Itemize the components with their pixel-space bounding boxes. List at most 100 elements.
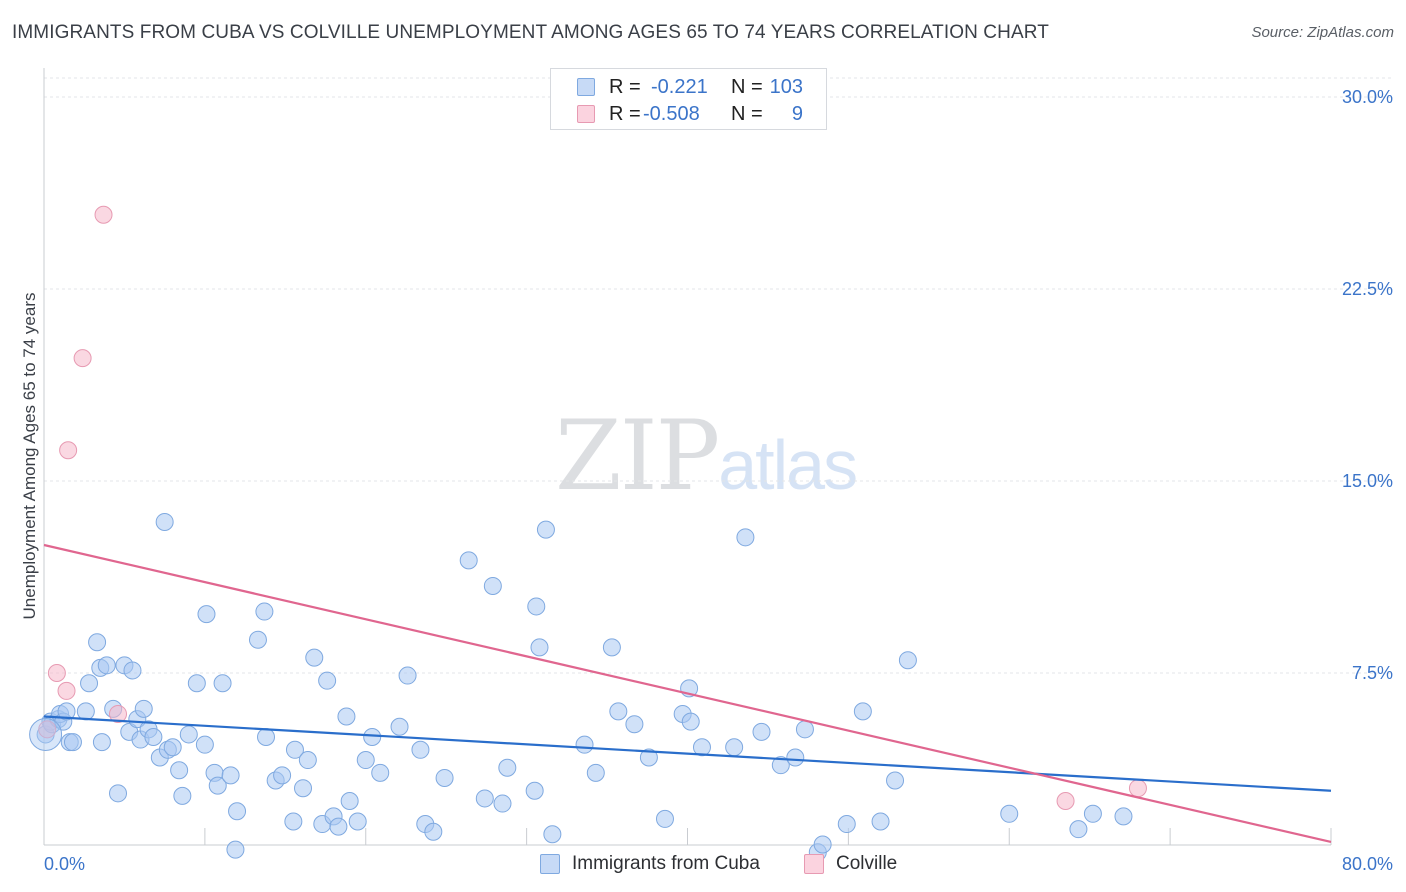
cuba-point	[528, 598, 545, 615]
y-tick-label: 22.5%	[1342, 279, 1393, 299]
x-tick-label: 0.0%	[44, 854, 85, 874]
cuba-point	[526, 782, 543, 799]
scatter-chart: 7.5% 15.0% 22.5% 30.0% 0.0% 80.0%	[0, 0, 1406, 892]
series-label-colville: Colville	[836, 853, 897, 875]
x-tick-label: 80.0%	[1342, 854, 1393, 874]
cuba-point	[737, 529, 754, 546]
cuba-point	[838, 816, 855, 833]
colville-point	[1057, 793, 1074, 810]
cuba-point	[436, 769, 453, 786]
cuba-point	[425, 823, 442, 840]
series-swatch-cuba	[540, 854, 560, 874]
cuba-point	[399, 667, 416, 684]
cuba-point	[299, 752, 316, 769]
cuba-point	[93, 734, 110, 751]
cuba-cluster-point	[30, 718, 62, 750]
legend-n-value: 103	[769, 76, 803, 99]
cuba-point	[64, 734, 81, 751]
cuba-point	[544, 826, 561, 843]
cuba-point	[854, 703, 871, 720]
cuba-point	[229, 803, 246, 820]
colville-trend-line	[44, 545, 1331, 842]
cuba-point	[306, 649, 323, 666]
cuba-point	[222, 767, 239, 784]
cuba-point	[391, 718, 408, 735]
legend-swatch-cuba	[577, 78, 595, 96]
cuba-point	[349, 813, 366, 830]
cuba-point	[196, 736, 213, 753]
cuba-point	[537, 521, 554, 538]
legend-row-cuba: R = -0.221 N = 103	[551, 75, 826, 101]
series-legend-cuba[interactable]: Immigrants from Cuba	[540, 852, 780, 876]
cuba-point	[227, 841, 244, 858]
cuba-point	[887, 772, 904, 789]
colville-point	[48, 665, 65, 682]
colville-point	[1129, 780, 1146, 797]
cuba-point	[319, 672, 336, 689]
series-legend-colville[interactable]: Colville	[804, 852, 914, 876]
cuba-point	[484, 577, 501, 594]
cuba-point	[364, 729, 381, 746]
cuba-point	[499, 759, 516, 776]
cuba-point	[330, 818, 347, 835]
cuba-point	[341, 793, 358, 810]
cuba-point	[899, 652, 916, 669]
cuba-point	[726, 739, 743, 756]
cuba-point	[145, 729, 162, 746]
cuba-point	[135, 700, 152, 717]
cuba-point	[872, 813, 889, 830]
cuba-point	[476, 790, 493, 807]
cuba-point	[89, 634, 106, 651]
cuba-point	[357, 752, 374, 769]
cuba-point	[682, 713, 699, 730]
cuba-point	[610, 703, 627, 720]
cuba-point	[81, 675, 98, 692]
legend-r-value: -0.221	[651, 76, 708, 99]
cuba-point	[110, 785, 127, 802]
colville-point	[95, 206, 112, 223]
cuba-point	[1115, 808, 1132, 825]
legend-r-value: -0.508	[643, 103, 700, 126]
cuba-point	[249, 631, 266, 648]
cuba-point	[787, 749, 804, 766]
cuba-point	[285, 813, 302, 830]
correlation-legend: R = -0.221 N = 103 R = -0.508 N = 9	[550, 68, 827, 130]
series-swatch-colville	[804, 854, 824, 874]
cuba-point	[164, 739, 181, 756]
cuba-point	[180, 726, 197, 743]
cuba-point	[576, 736, 593, 753]
cuba-point	[1001, 805, 1018, 822]
legend-n-value: 9	[769, 103, 803, 126]
cuba-point	[412, 741, 429, 758]
legend-r-label: R =	[609, 103, 641, 126]
cuba-point	[814, 836, 831, 853]
cuba-point	[188, 675, 205, 692]
y-axis-label: Unemployment Among Ages 65 to 74 years	[20, 293, 40, 620]
cuba-point	[603, 639, 620, 656]
cuba-point	[1084, 805, 1101, 822]
cuba-point	[1070, 821, 1087, 838]
cuba-point	[796, 721, 813, 738]
colville-point	[74, 350, 91, 367]
cuba-point	[174, 787, 191, 804]
cuba-point	[77, 703, 94, 720]
y-tick-label: 7.5%	[1352, 663, 1393, 683]
cuba-point	[256, 603, 273, 620]
legend-row-colville: R = -0.508 N = 9	[551, 102, 826, 128]
series-label-cuba: Immigrants from Cuba	[572, 853, 760, 875]
legend-n-label: N =	[731, 76, 763, 99]
legend-swatch-colville	[577, 105, 595, 123]
cuba-point	[214, 675, 231, 692]
y-tick-label: 30.0%	[1342, 87, 1393, 107]
cuba-point	[460, 552, 477, 569]
legend-n-label: N =	[731, 103, 763, 126]
y-tick-label: 15.0%	[1342, 471, 1393, 491]
cuba-point	[171, 762, 188, 779]
cuba-point	[338, 708, 355, 725]
cuba-point	[274, 767, 291, 784]
cuba-point	[531, 639, 548, 656]
legend-r-label: R =	[609, 76, 641, 99]
cuba-point	[753, 723, 770, 740]
cuba-point	[626, 716, 643, 733]
cuba-point	[98, 657, 115, 674]
